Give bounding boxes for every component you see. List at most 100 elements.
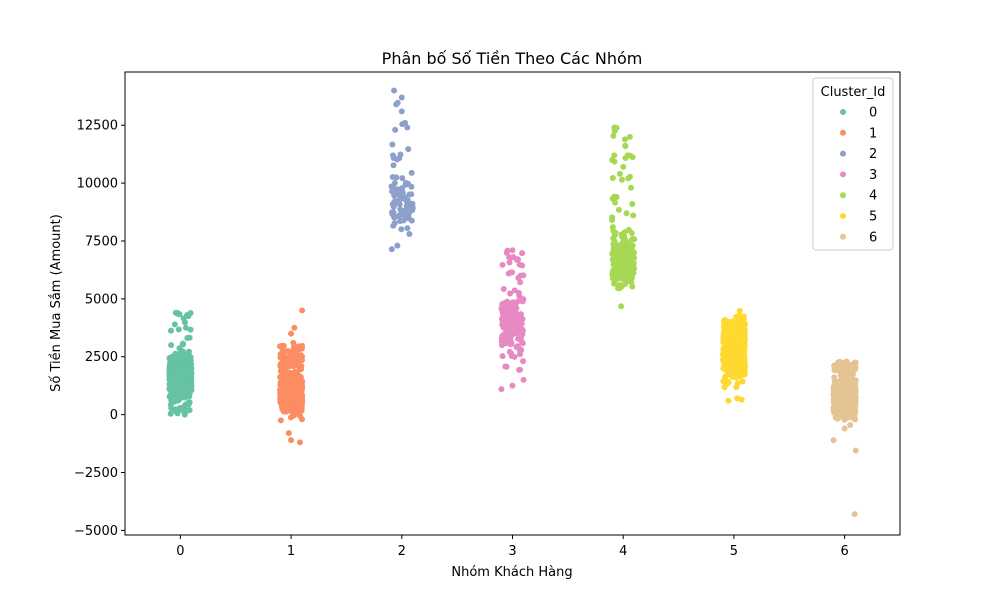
- data-point: [390, 203, 397, 210]
- data-point: [401, 194, 408, 201]
- data-point: [394, 242, 401, 249]
- data-point: [171, 383, 178, 390]
- data-point: [391, 87, 398, 94]
- data-point: [176, 383, 183, 390]
- data-point: [389, 152, 396, 159]
- data-point: [518, 311, 525, 318]
- data-point: [404, 124, 411, 131]
- data-point: [288, 330, 295, 337]
- data-point: [392, 126, 399, 133]
- data-point: [396, 155, 403, 162]
- data-point: [731, 359, 738, 366]
- data-point: [722, 365, 729, 372]
- legend-label: 1: [869, 126, 877, 141]
- data-point: [610, 241, 617, 248]
- data-point: [516, 366, 523, 373]
- data-point: [186, 381, 193, 388]
- data-point: [180, 340, 187, 347]
- data-point: [288, 395, 295, 402]
- legend-marker: [840, 233, 846, 240]
- data-point: [405, 180, 412, 187]
- data-point: [182, 324, 189, 331]
- data-point: [623, 249, 630, 256]
- data-point: [500, 311, 507, 318]
- data-point: [735, 319, 742, 326]
- data-point: [498, 305, 505, 312]
- data-point: [293, 392, 300, 399]
- data-point: [722, 333, 729, 340]
- data-point: [398, 226, 405, 233]
- data-point: [847, 367, 854, 374]
- data-point: [728, 372, 735, 379]
- data-point: [611, 280, 618, 287]
- data-point: [498, 386, 505, 393]
- series-2: [388, 87, 416, 253]
- data-point: [507, 334, 514, 341]
- data-point: [741, 368, 748, 375]
- data-point: [609, 217, 616, 224]
- data-point: [506, 348, 513, 355]
- data-point: [406, 191, 413, 198]
- x-tick-label: 3: [508, 544, 516, 559]
- data-point: [629, 154, 636, 161]
- data-point: [166, 386, 173, 393]
- data-point: [722, 346, 729, 353]
- data-point: [721, 323, 728, 330]
- data-point: [610, 261, 617, 268]
- chart-title: Phân bố Số Tiền Theo Các Nhóm: [382, 49, 643, 68]
- data-point: [519, 316, 526, 322]
- data-point: [728, 319, 735, 326]
- data-point: [509, 269, 516, 276]
- data-point: [611, 124, 618, 131]
- data-point: [281, 392, 288, 399]
- data-point: [519, 262, 526, 269]
- data-point: [507, 290, 514, 297]
- y-tick-label: 10000: [77, 177, 118, 192]
- data-point: [178, 355, 185, 362]
- data-point: [509, 382, 516, 389]
- data-point: [628, 230, 635, 237]
- legend-marker: [840, 129, 846, 136]
- x-axis: 0 1 2 3 4 5 6: [176, 535, 849, 559]
- data-point: [278, 368, 285, 375]
- data-point: [409, 207, 416, 214]
- data-point: [631, 236, 638, 243]
- data-point: [291, 387, 298, 394]
- data-point: [729, 331, 736, 338]
- data-point: [627, 259, 634, 266]
- data-point: [285, 430, 292, 437]
- legend-label: 5: [869, 210, 877, 225]
- series-5: [719, 307, 748, 404]
- data-point: [738, 396, 745, 403]
- data-point: [294, 361, 301, 368]
- data-point: [506, 259, 513, 266]
- data-point: [852, 416, 859, 423]
- data-point: [517, 279, 524, 286]
- data-point: [520, 376, 527, 383]
- data-point: [625, 268, 632, 275]
- data-point: [520, 358, 527, 365]
- data-point: [630, 212, 637, 219]
- series-1: [277, 307, 306, 446]
- data-point: [619, 262, 626, 269]
- data-point: [279, 406, 286, 413]
- data-point: [625, 175, 632, 182]
- data-point: [169, 358, 176, 365]
- data-point: [837, 372, 844, 379]
- series-3: [498, 247, 527, 393]
- data-point: [391, 192, 398, 199]
- data-point: [832, 398, 839, 405]
- data-point: [724, 380, 731, 387]
- data-point: [831, 387, 838, 394]
- legend-label: 0: [869, 106, 877, 121]
- legend-label: 2: [869, 147, 877, 162]
- data-point: [389, 173, 396, 180]
- legend-marker: [840, 109, 846, 115]
- legend: Cluster_Id 0 1 2 3 4 5 6: [812, 77, 894, 251]
- data-point: [615, 206, 622, 213]
- data-point: [278, 388, 285, 395]
- points-layer: [166, 87, 859, 518]
- data-point: [171, 321, 178, 328]
- x-tick-label: 6: [841, 544, 849, 559]
- data-point: [277, 417, 284, 424]
